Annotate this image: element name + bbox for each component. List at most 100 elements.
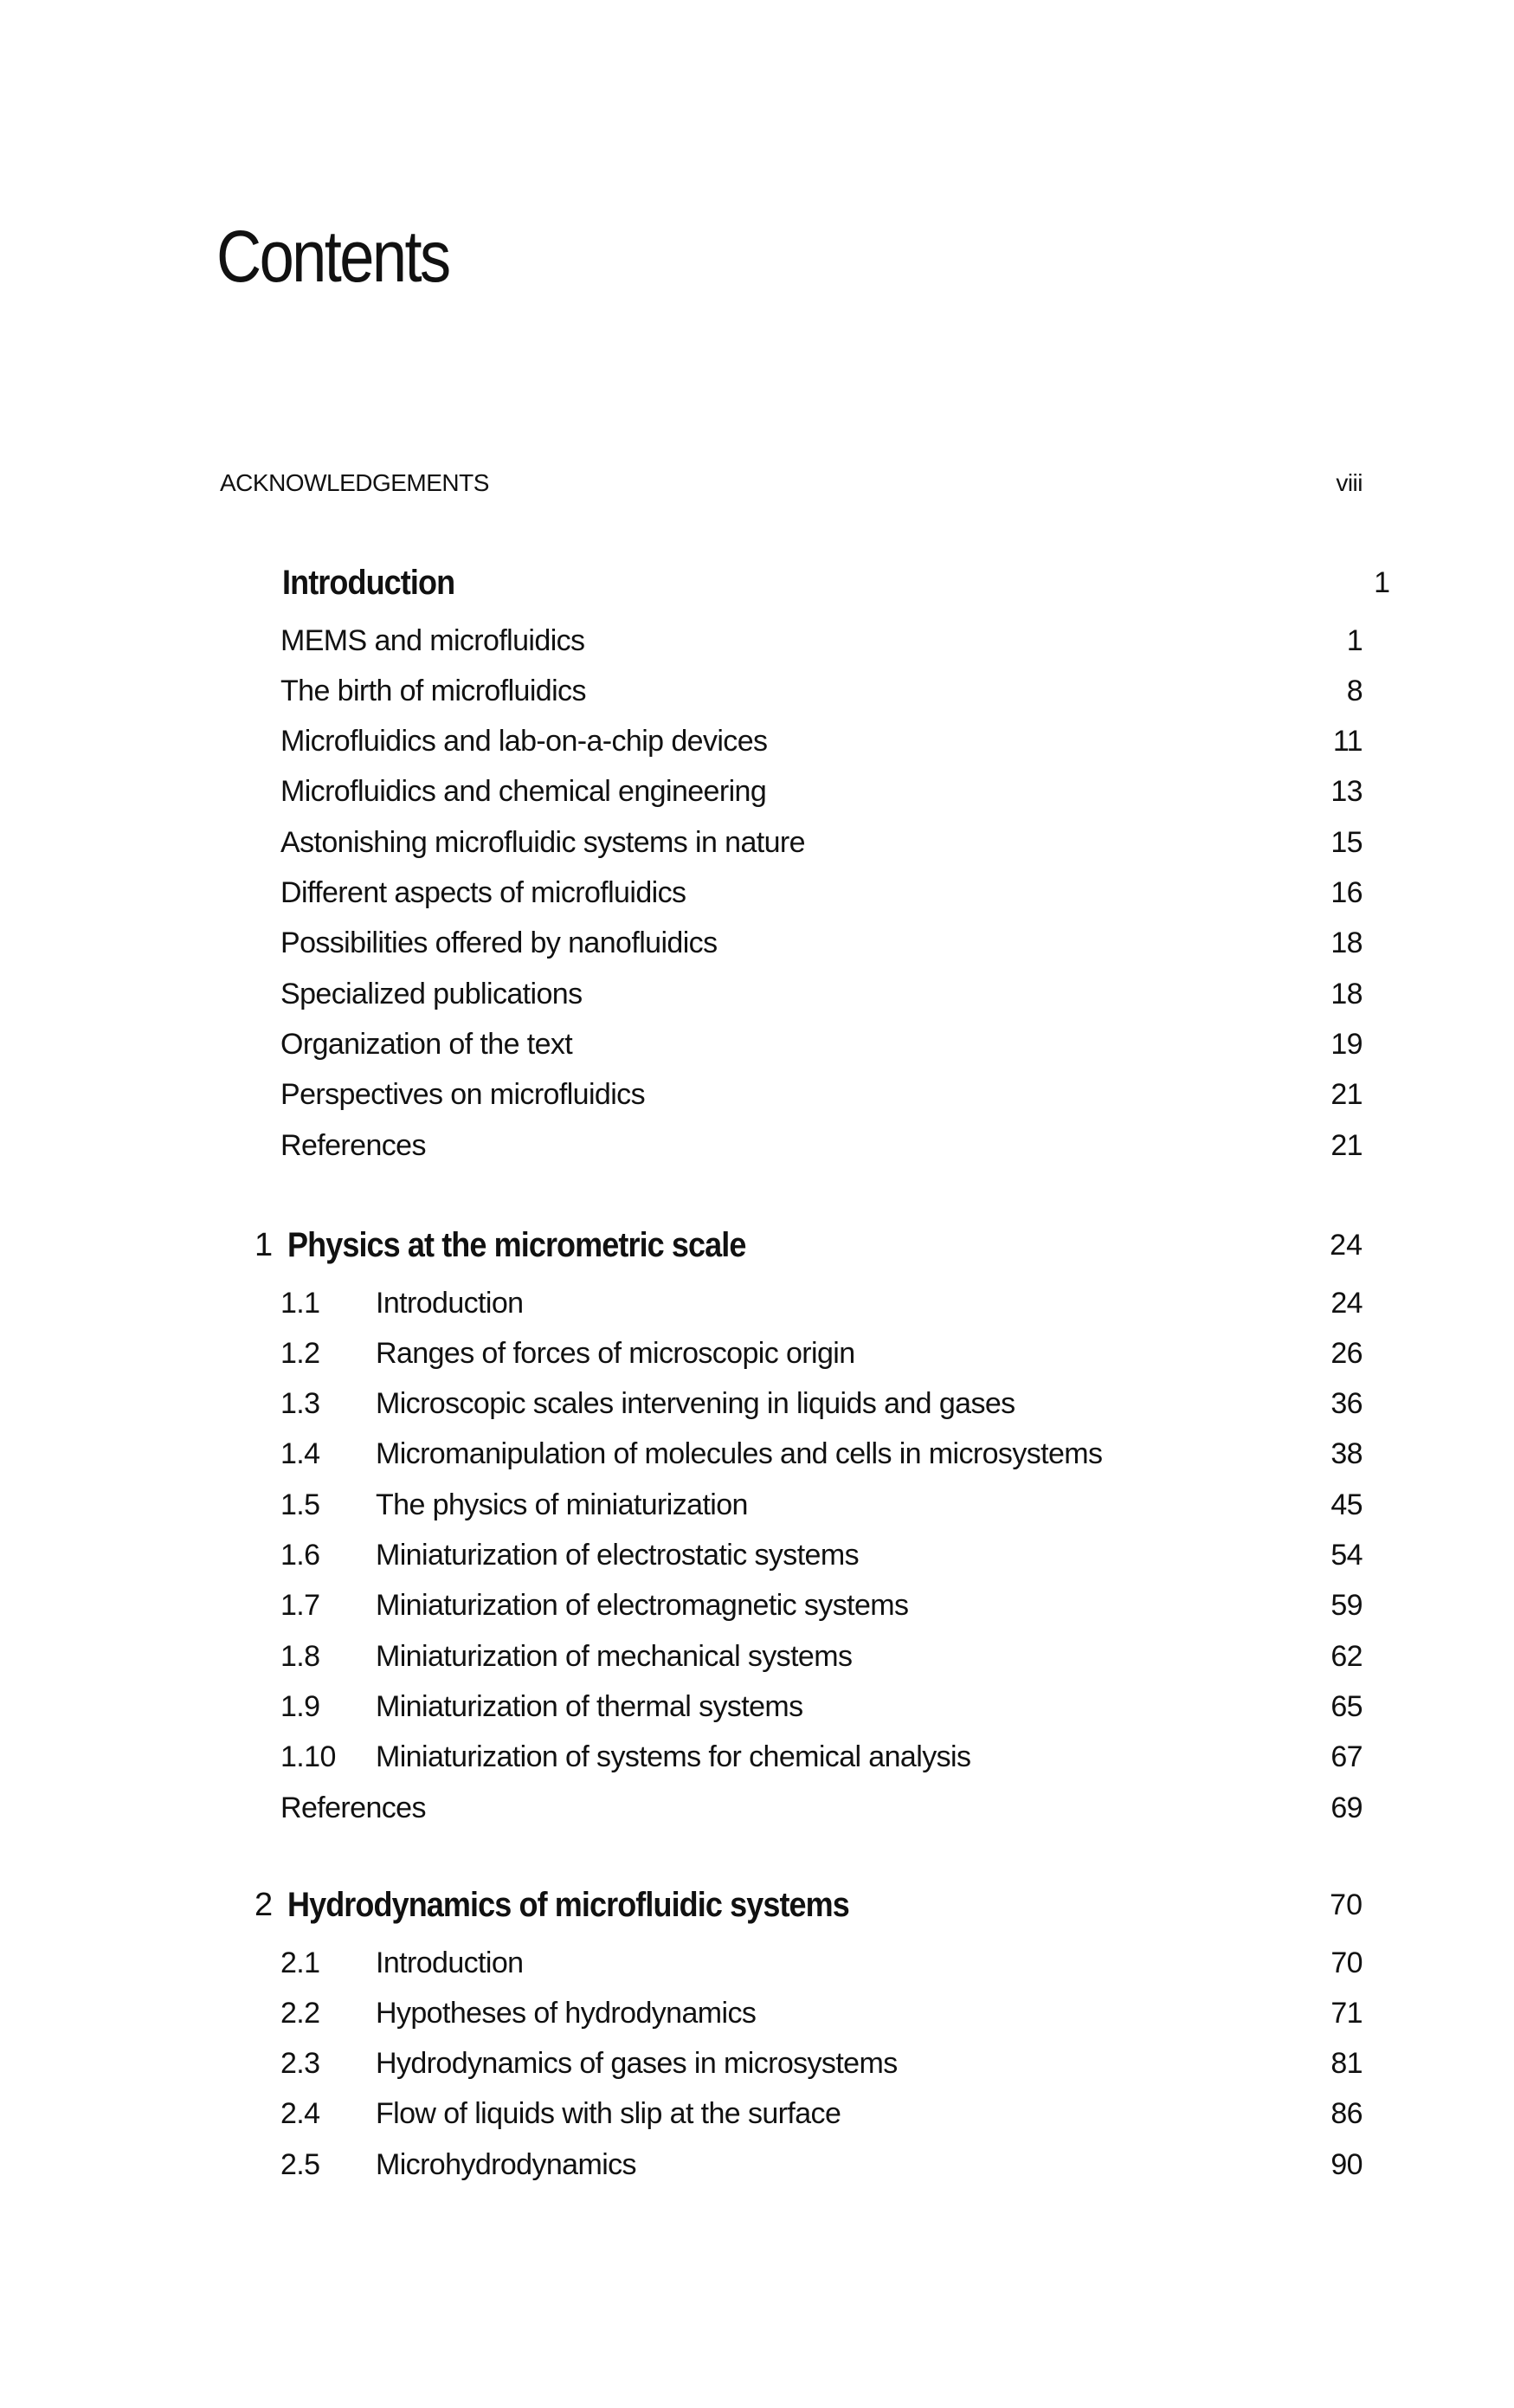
chapter-heading[interactable]: 1 Physics at the micrometric scale 24 bbox=[254, 1223, 1363, 1267]
entry-page: 54 bbox=[1330, 1539, 1363, 1572]
toc-entry[interactable]: 2.2 Hypotheses of hydrodynamics 71 bbox=[280, 1992, 1363, 2035]
entry-title: Microhydrodynamics bbox=[376, 2147, 637, 2181]
entry-number: 1.7 bbox=[280, 1589, 320, 1623]
entry-page: 8 bbox=[1346, 674, 1363, 707]
chapter-page: 24 bbox=[1330, 1228, 1363, 1262]
entry-page: 18 bbox=[1330, 977, 1363, 1010]
entry-title: Miniaturization of systems for chemical … bbox=[376, 1740, 971, 1774]
entry-page: 15 bbox=[1330, 825, 1363, 859]
toc-entry[interactable]: 2.3 Hydrodynamics of gases in microsystem… bbox=[280, 2043, 1363, 2086]
entry-page: 13 bbox=[1330, 775, 1363, 809]
toc-entry[interactable]: 1.7 Miniaturization of electromagnetic sy… bbox=[280, 1585, 1363, 1628]
toc-entry[interactable]: Possibilities offered by nanofluidics 18 bbox=[280, 922, 1363, 965]
entry-number: 2.5 bbox=[280, 2147, 320, 2181]
toc-entry[interactable]: The birth of microfluidics 8 bbox=[280, 669, 1363, 713]
entry-number: 2.1 bbox=[280, 1946, 320, 1979]
toc-entry[interactable]: Specialized publications 18 bbox=[280, 972, 1363, 1016]
entry-title: Miniaturization of electrostatic systems bbox=[376, 1539, 860, 1572]
entry-title: Hypotheses of hydrodynamics bbox=[376, 1996, 757, 2030]
entry-page: 90 bbox=[1330, 2147, 1363, 2181]
entry-number: 1.1 bbox=[280, 1286, 320, 1320]
toc-entry[interactable]: Microfluidics and chemical engineering 13 bbox=[280, 771, 1363, 814]
entry-number: 2.3 bbox=[280, 2047, 320, 2081]
entry-title: Miniaturization of electromagnetic syste… bbox=[376, 1589, 909, 1623]
toc-entry[interactable]: 1.8 Miniaturization of mechanical systems… bbox=[280, 1635, 1363, 1678]
entry-title: Microscopic scales intervening in liquid… bbox=[376, 1387, 1015, 1421]
entry-number: 1.10 bbox=[280, 1740, 336, 1774]
toc-entry-acknowledgements[interactable]: ACKNOWLEDGEMENTS viii bbox=[220, 469, 1363, 497]
entry-title: References bbox=[280, 1791, 426, 1824]
entry-page: 67 bbox=[1330, 1740, 1363, 1774]
chapter-title: Introduction bbox=[282, 563, 455, 602]
toc-entry[interactable]: 1.10 Miniaturization of systems for chemi… bbox=[280, 1736, 1363, 1779]
entry-page: 59 bbox=[1330, 1589, 1363, 1623]
entry-title: The birth of microfluidics bbox=[280, 674, 586, 707]
entry-page: 86 bbox=[1330, 2097, 1363, 2131]
toc-entry[interactable]: 2.5 Microhydrodynamics 90 bbox=[280, 2143, 1363, 2186]
toc-entry[interactable]: 2.1 Introduction 70 bbox=[280, 1941, 1363, 1985]
entry-page: 36 bbox=[1330, 1387, 1363, 1421]
entry-page: 21 bbox=[1330, 1078, 1363, 1112]
entry-title: Possibilities offered by nanofluidics bbox=[280, 926, 718, 960]
toc-entry[interactable]: 1.1 Introduction 24 bbox=[280, 1281, 1363, 1325]
toc-entry[interactable]: References 21 bbox=[280, 1124, 1363, 1167]
entry-page: 70 bbox=[1330, 1946, 1363, 1979]
chapter-number: 2 bbox=[254, 1886, 274, 1923]
entry-page: 19 bbox=[1330, 1027, 1363, 1061]
entry-title: Organization of the text bbox=[280, 1027, 573, 1061]
entry-page: viii bbox=[1336, 469, 1363, 496]
entry-number: 1.8 bbox=[280, 1639, 320, 1673]
entry-title: ACKNOWLEDGEMENTS bbox=[220, 469, 489, 496]
entry-page: 18 bbox=[1330, 926, 1363, 960]
entry-page: 24 bbox=[1330, 1286, 1363, 1320]
entry-title: Ranges of forces of microscopic origin bbox=[376, 1336, 855, 1370]
chapter-page: 70 bbox=[1330, 1888, 1363, 1921]
entry-number: 1.9 bbox=[280, 1689, 320, 1723]
entry-page: 11 bbox=[1332, 725, 1363, 759]
chapter-number: 1 bbox=[254, 1226, 274, 1263]
entry-page: 21 bbox=[1330, 1128, 1363, 1162]
chapter-heading[interactable]: Introduction 1 bbox=[282, 561, 1390, 604]
entry-title: Astonishing microfluidic systems in natu… bbox=[280, 825, 806, 859]
toc-entry[interactable]: Perspectives on microfluidics 21 bbox=[280, 1074, 1363, 1117]
entry-title: References bbox=[280, 1128, 426, 1162]
entry-title: MEMS and microfluidics bbox=[280, 623, 585, 657]
page-title: Contents bbox=[216, 216, 451, 297]
entry-page: 81 bbox=[1330, 2047, 1363, 2081]
entry-number: 1.6 bbox=[280, 1539, 320, 1572]
entry-title: Specialized publications bbox=[280, 977, 583, 1010]
toc-entry[interactable]: 1.6 Miniaturization of electrostatic syst… bbox=[280, 1534, 1363, 1578]
entry-title: Micromanipulation of molecules and cells… bbox=[376, 1437, 1103, 1471]
entry-title: Miniaturization of mechanical systems bbox=[376, 1639, 853, 1673]
toc-entry[interactable]: Astonishing microfluidic systems in natu… bbox=[280, 821, 1363, 864]
chapter-title: Hydrodynamics of microfluidic systems bbox=[287, 1885, 850, 1924]
toc-entry[interactable]: 2.4 Flow of liquids with slip at the surf… bbox=[280, 2093, 1363, 2136]
toc-entry[interactable]: Microfluidics and lab-on-a-chip devices 1… bbox=[280, 720, 1363, 764]
chapter-heading[interactable]: 2 Hydrodynamics of microfluidic systems 70 bbox=[254, 1883, 1363, 1927]
entry-title: Microfluidics and chemical engineering bbox=[280, 775, 767, 809]
entry-number: 1.2 bbox=[280, 1336, 320, 1370]
entry-page: 26 bbox=[1330, 1336, 1363, 1370]
toc-entry[interactable]: Organization of the text 19 bbox=[280, 1023, 1363, 1066]
toc-entry[interactable]: Different aspects of microfluidics 16 bbox=[280, 872, 1363, 915]
toc-entry[interactable]: 1.2 Ranges of forces of microscopic origi… bbox=[280, 1332, 1363, 1375]
entry-page: 71 bbox=[1330, 1996, 1363, 2030]
entry-title: Different aspects of microfluidics bbox=[280, 876, 686, 909]
entry-page: 62 bbox=[1330, 1639, 1363, 1673]
toc-entry[interactable]: 1.5 The physics of miniaturization 45 bbox=[280, 1483, 1363, 1527]
entry-title: The physics of miniaturization bbox=[376, 1488, 748, 1521]
entry-title: Introduction bbox=[376, 1286, 524, 1320]
toc-entry[interactable]: References 69 bbox=[280, 1786, 1363, 1830]
entry-page: 45 bbox=[1330, 1488, 1363, 1521]
entry-page: 16 bbox=[1330, 876, 1363, 909]
toc-entry[interactable]: 1.9 Miniaturization of thermal systems 65 bbox=[280, 1685, 1363, 1728]
chapter-page: 1 bbox=[1374, 565, 1390, 599]
toc-entry[interactable]: 1.4 Micromanipulation of molecules and ce… bbox=[280, 1433, 1363, 1476]
toc-entry[interactable]: MEMS and microfluidics 1 bbox=[280, 619, 1363, 662]
entry-title: Hydrodynamics of gases in microsystems bbox=[376, 2047, 898, 2081]
entry-number: 2.2 bbox=[280, 1996, 320, 2030]
toc-entry[interactable]: 1.3 Microscopic scales intervening in liq… bbox=[280, 1383, 1363, 1426]
entry-title: Introduction bbox=[376, 1946, 524, 1979]
entry-title: Flow of liquids with slip at the surface bbox=[376, 2097, 841, 2131]
entry-title: Microfluidics and lab-on-a-chip devices bbox=[280, 725, 768, 759]
